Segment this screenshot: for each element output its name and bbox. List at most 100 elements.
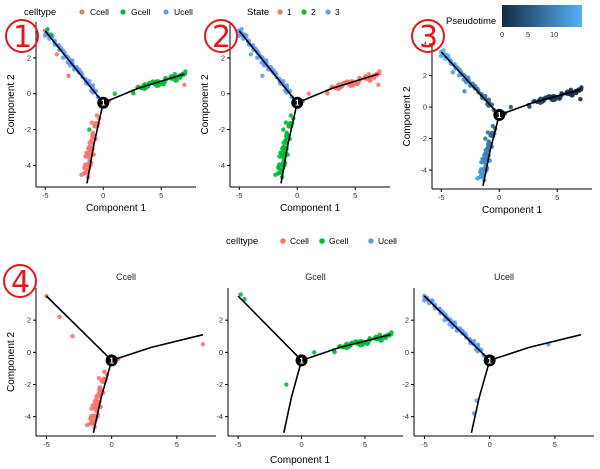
trajectory-line — [301, 333, 391, 362]
data-point — [579, 85, 584, 90]
data-point — [276, 165, 281, 171]
x-tick-label: -5 — [421, 440, 428, 449]
facet-ccell: -5 0 5 -4 -2 0 2 Component 2 Ccell 1 — [6, 272, 216, 449]
data-point — [578, 96, 583, 102]
branch-point-label: 1 — [487, 356, 492, 365]
data-point — [57, 314, 62, 320]
branch-point — [483, 354, 496, 367]
legend-title: State — [247, 7, 269, 18]
legend-pseudotime: Pseudotime 0 5 10 — [446, 5, 582, 39]
x-tick-label: 0 — [101, 191, 105, 200]
x-tick-label: 5 — [553, 440, 557, 449]
legend-key-gcell — [319, 238, 325, 244]
data-point — [452, 320, 458, 325]
y-tick-label: -4 — [24, 161, 31, 170]
colorbar — [502, 5, 582, 27]
data-point — [306, 91, 312, 96]
data-point — [285, 133, 290, 138]
legend-key-ucell — [163, 9, 169, 15]
legend-label-ccell: Ccell — [290, 236, 309, 246]
data-point — [94, 113, 100, 118]
data-point — [462, 89, 467, 94]
data-point — [54, 52, 60, 57]
trajectory-line — [489, 333, 582, 362]
trajectory-line — [423, 295, 491, 361]
legend-label-state3: 3 — [335, 7, 340, 17]
legend-title: celltype — [226, 236, 258, 247]
data-point — [377, 69, 382, 74]
data-point — [277, 154, 282, 159]
trajectory-line — [280, 102, 298, 184]
trajectory-line — [498, 88, 581, 116]
y-tick-label: 2 — [423, 71, 427, 80]
trajectory-line — [111, 333, 204, 362]
x-tick-label: 5 — [175, 440, 179, 449]
x-tick-label: 5 — [555, 193, 559, 202]
data-point — [96, 376, 102, 381]
panel-number: 3 — [419, 20, 438, 55]
trajectory-line — [102, 73, 185, 104]
legend-label-ucell: Ucell — [378, 236, 397, 246]
y-axis-title: Component 2 — [402, 86, 413, 146]
y-tick-label: 2 — [27, 316, 31, 325]
data-point — [281, 79, 286, 84]
x-axis-title: Component 1 — [280, 203, 340, 214]
data-point — [239, 26, 244, 32]
panel-number: 2 — [212, 20, 231, 55]
panel-badge-4: 4 — [3, 264, 37, 300]
y-tick-label: -2 — [402, 380, 409, 389]
facet-gcell: -5 0 5 -4 -2 0 2 Gcell 1 — [216, 272, 403, 449]
data-point — [278, 162, 284, 168]
x-axis-title: Component 1 — [270, 455, 330, 466]
x-tick-label: -5 — [43, 440, 50, 449]
data-point — [60, 55, 66, 60]
data-point — [238, 292, 243, 297]
data-point — [479, 160, 484, 165]
trajectory-line — [92, 360, 113, 433]
y-tick-label: -2 — [216, 380, 223, 389]
y-tick-label: -2 — [24, 380, 31, 389]
data-point — [312, 350, 317, 355]
legend-key-ucell — [368, 238, 374, 244]
panel-number: 4 — [11, 265, 30, 300]
trajectory-line — [238, 30, 298, 104]
legend-key-ccell — [280, 238, 286, 244]
data-point — [450, 70, 456, 75]
y-tick-label: -2 — [24, 125, 31, 134]
data-point — [84, 422, 90, 428]
colorbar-tick-10: 10 — [550, 30, 558, 39]
data-point — [456, 73, 462, 78]
y-tick-label: 0 — [405, 348, 409, 357]
colorbar-tick-0: 0 — [500, 30, 504, 39]
legend-label-ccell: Ccell — [90, 7, 109, 17]
x-tick-label: 5 — [159, 191, 163, 200]
x-tick-label: -5 — [438, 193, 445, 202]
y-tick-label: 2 — [27, 53, 31, 62]
data-point — [45, 26, 50, 32]
data-point — [66, 73, 71, 79]
data-point — [70, 334, 75, 339]
x-tick-label: 0 — [295, 191, 299, 200]
legend-title: celltype — [24, 7, 56, 18]
data-point — [87, 79, 92, 84]
y-tick-label: -4 — [24, 412, 31, 421]
data-point — [102, 369, 107, 375]
panel-badge-2: 2 — [204, 19, 238, 55]
y-tick-label: 0 — [27, 89, 31, 98]
data-point — [389, 330, 394, 335]
data-point — [273, 172, 278, 177]
data-point — [478, 170, 483, 175]
data-point — [91, 414, 96, 419]
trajectory-line — [296, 73, 379, 104]
x-tick-label: 0 — [299, 440, 303, 449]
x-tick-label: -5 — [42, 191, 49, 200]
legend-label-ucell: Ucell — [174, 7, 193, 17]
data-point — [89, 406, 94, 411]
panel-badge-3: 3 — [411, 19, 445, 55]
panel-faceted: -5 0 5 -4 -2 0 2 Component 2 Ccell 1 -5 0 5 -4 -2 0 2 Gce… — [6, 272, 594, 466]
data-point — [254, 55, 260, 60]
trajectory-line — [237, 295, 303, 361]
panel-pseudotime: -5 0 5 -4 -2 0 2 4 Component 1 Component 2 1 — [402, 40, 592, 216]
data-point — [98, 387, 103, 393]
